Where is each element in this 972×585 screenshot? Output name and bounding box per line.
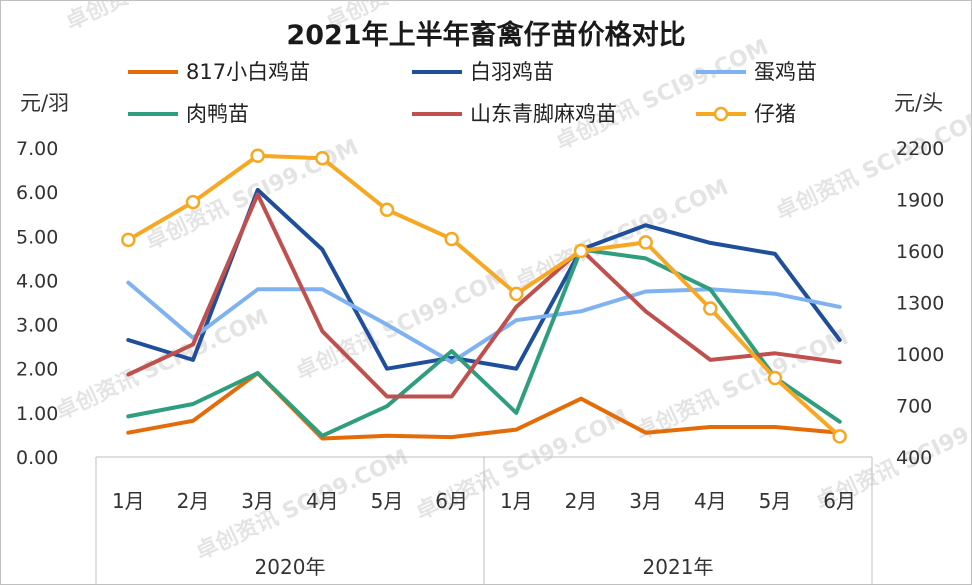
series-line bbox=[126, 192, 842, 399]
x-tick-label: 2月 bbox=[565, 489, 598, 513]
legend-item: 山东青脚麻鸡苗 bbox=[412, 102, 617, 126]
right-tick-label: 1900 bbox=[896, 190, 944, 212]
legend-item: 白羽鸡苗 bbox=[412, 60, 554, 84]
legend-item: 仔猪 bbox=[696, 102, 796, 126]
left-tick-label: 2.00 bbox=[16, 359, 58, 381]
chart-title: 2021年上半年畜禽仔苗价格对比 bbox=[286, 19, 685, 51]
data-point bbox=[250, 148, 265, 163]
x-tick-label: 2月 bbox=[177, 489, 210, 513]
x-tick-label: 6月 bbox=[435, 489, 468, 513]
data-point bbox=[703, 301, 718, 316]
left-axis-ticks: 0.00 1.00 2.00 3.00 4.00 5.00 6.00 7.00 bbox=[16, 138, 58, 469]
data-point bbox=[832, 429, 847, 444]
legend-label: 肉鸭苗 bbox=[186, 102, 249, 126]
left-tick-label: 1.00 bbox=[16, 403, 58, 425]
x-tick-label: 3月 bbox=[241, 489, 274, 513]
series-line bbox=[126, 153, 842, 439]
data-point bbox=[185, 194, 201, 210]
series-山东青脚麻鸡苗 bbox=[126, 192, 842, 399]
left-tick-label: 4.00 bbox=[16, 270, 58, 292]
x-tick-label: 4月 bbox=[306, 489, 339, 513]
x-tick-label: 5月 bbox=[371, 489, 404, 513]
x-tick-label: 4月 bbox=[694, 489, 727, 513]
x-group-label: 2020年 bbox=[255, 555, 326, 579]
x-tick-label: 3月 bbox=[629, 489, 662, 513]
series-蛋鸡苗 bbox=[126, 280, 842, 365]
data-point bbox=[767, 370, 783, 386]
series-仔猪 bbox=[121, 148, 847, 444]
legend-label: 山东青脚麻鸡苗 bbox=[470, 102, 617, 126]
right-tick-label: 1600 bbox=[896, 241, 944, 263]
legend-marker bbox=[713, 106, 729, 122]
right-axis-unit: 元/头 bbox=[894, 91, 943, 115]
left-tick-label: 3.00 bbox=[16, 315, 58, 337]
left-tick-label: 5.00 bbox=[16, 226, 58, 248]
legend-label: 仔猪 bbox=[754, 102, 796, 126]
series-layer bbox=[121, 148, 847, 444]
series-line bbox=[126, 280, 842, 365]
data-point bbox=[573, 243, 589, 259]
left-tick-label: 6.00 bbox=[16, 182, 58, 204]
x-tick-label: 5月 bbox=[759, 489, 792, 513]
right-tick-label: 1300 bbox=[896, 293, 944, 315]
legend-item: 肉鸭苗 bbox=[128, 102, 249, 126]
legend-item: 817小白鸡苗 bbox=[128, 60, 310, 84]
right-tick-label: 400 bbox=[896, 447, 932, 469]
x-tick-label: 6月 bbox=[823, 489, 856, 513]
left-tick-label: 7.00 bbox=[16, 138, 58, 160]
legend-label: 817小白鸡苗 bbox=[186, 60, 310, 84]
legend-label: 蛋鸡苗 bbox=[754, 60, 817, 84]
data-point bbox=[444, 231, 459, 247]
x-tick-label: 1月 bbox=[500, 489, 533, 513]
series-817小白鸡苗 bbox=[126, 371, 842, 441]
series-line bbox=[126, 371, 842, 441]
data-point bbox=[315, 151, 330, 166]
x-tick-label: 1月 bbox=[112, 489, 145, 513]
data-point bbox=[121, 232, 136, 248]
series-肉鸭苗 bbox=[126, 247, 842, 438]
legend-label: 白羽鸡苗 bbox=[470, 60, 554, 84]
right-tick-label: 1000 bbox=[896, 344, 944, 366]
x-group-label: 2021年 bbox=[643, 555, 714, 579]
data-point bbox=[509, 286, 524, 302]
left-axis-unit: 元/羽 bbox=[20, 91, 69, 115]
series-line bbox=[126, 247, 842, 438]
legend-item: 蛋鸡苗 bbox=[696, 60, 817, 84]
x-axis: 1月 2月 3月 4月 5月 6月 1月 2月 3月 4月 5月 6月 2020年 2021年 bbox=[95, 456, 873, 585]
right-tick-label: 700 bbox=[896, 396, 932, 418]
right-axis-ticks: 400 700 1000 1300 1600 1900 2200 bbox=[896, 138, 944, 469]
data-point bbox=[379, 202, 395, 218]
data-point bbox=[638, 235, 653, 250]
right-tick-label: 2200 bbox=[896, 138, 944, 160]
left-tick-label: 0.00 bbox=[16, 447, 58, 469]
